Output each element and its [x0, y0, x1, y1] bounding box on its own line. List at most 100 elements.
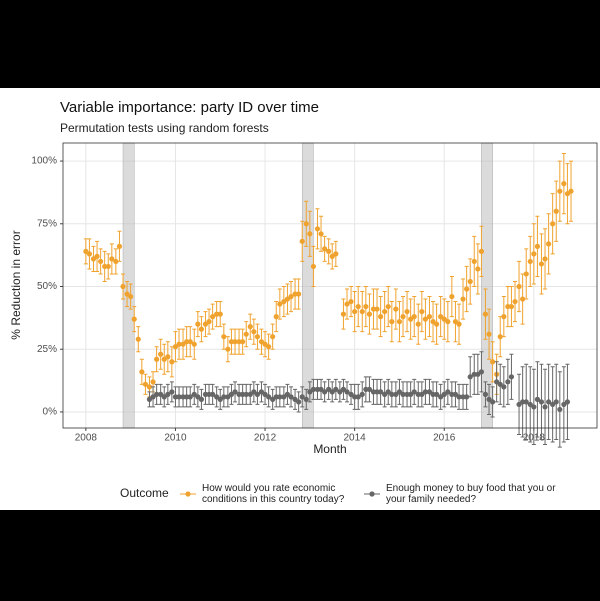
- y-tick-label: 50%: [37, 281, 57, 292]
- point: [520, 399, 526, 405]
- point: [307, 231, 313, 237]
- chart-subtitle: Permutation tests using random forests: [60, 121, 269, 135]
- point: [400, 314, 406, 320]
- point: [471, 258, 477, 265]
- point: [460, 296, 466, 302]
- point: [449, 293, 455, 300]
- point: [131, 316, 137, 322]
- point: [393, 306, 399, 312]
- y-axis-title: % Reduction in error: [9, 230, 23, 339]
- x-tick-label: 2014: [344, 433, 367, 444]
- point: [550, 221, 556, 227]
- legend-title: Outcome: [120, 486, 169, 500]
- point: [523, 399, 529, 405]
- point: [225, 346, 231, 352]
- point: [553, 208, 559, 214]
- point: [113, 258, 119, 265]
- y-tick-label: 75%: [37, 218, 57, 229]
- point: [501, 384, 507, 390]
- point: [374, 306, 380, 312]
- point: [352, 394, 358, 400]
- point: [277, 394, 283, 400]
- shaded-period: [301, 142, 314, 429]
- point: [534, 396, 541, 402]
- point: [344, 389, 350, 395]
- point: [135, 336, 141, 342]
- point: [184, 339, 190, 345]
- point: [202, 391, 209, 397]
- point: [322, 389, 328, 395]
- point: [490, 399, 496, 405]
- point: [434, 391, 440, 397]
- point: [404, 308, 410, 315]
- point: [508, 303, 515, 310]
- point: [322, 246, 328, 252]
- point: [314, 226, 321, 232]
- point: [378, 314, 384, 320]
- point: [430, 391, 436, 397]
- point: [221, 394, 227, 400]
- point: [310, 386, 317, 392]
- point: [105, 263, 111, 270]
- point: [520, 296, 526, 302]
- point: [363, 386, 369, 392]
- point: [142, 381, 149, 387]
- legend-label: How would you rate economic conditions i…: [202, 483, 345, 505]
- point: [538, 261, 545, 267]
- point: [273, 314, 279, 320]
- x-tick-label: 2008: [75, 433, 98, 444]
- point: [568, 188, 574, 194]
- point: [467, 374, 473, 380]
- point: [128, 293, 134, 300]
- point: [531, 251, 537, 257]
- point: [150, 379, 156, 385]
- point: [165, 354, 171, 360]
- point: [370, 389, 377, 395]
- point: [366, 386, 373, 392]
- point: [169, 359, 175, 365]
- point: [109, 256, 115, 262]
- point: [228, 339, 235, 345]
- point: [359, 391, 365, 397]
- shaded-period: [481, 142, 493, 429]
- point: [382, 308, 388, 315]
- point: [415, 391, 421, 397]
- point: [422, 316, 429, 322]
- point: [251, 329, 257, 335]
- point: [240, 391, 246, 397]
- point: [240, 339, 246, 345]
- point: [366, 311, 373, 317]
- point: [303, 221, 309, 227]
- point: [340, 311, 347, 317]
- point: [172, 394, 179, 400]
- point: [561, 181, 567, 187]
- point: [206, 319, 212, 325]
- point: [303, 396, 309, 402]
- point: [94, 253, 100, 259]
- point: [206, 391, 212, 397]
- point: [363, 303, 369, 310]
- point: [288, 394, 294, 400]
- point: [333, 251, 339, 257]
- point: [139, 369, 145, 375]
- point: [102, 263, 108, 270]
- point: [165, 391, 171, 397]
- point: [120, 283, 126, 290]
- point: [501, 314, 507, 320]
- point: [247, 324, 253, 330]
- point: [546, 241, 552, 247]
- point: [471, 371, 477, 377]
- point: [270, 334, 276, 340]
- point: [531, 404, 537, 410]
- point: [184, 394, 190, 400]
- point: [176, 341, 182, 347]
- point: [198, 326, 205, 332]
- point: [445, 389, 451, 395]
- point: [318, 231, 324, 237]
- point: [187, 394, 193, 400]
- point: [400, 391, 406, 397]
- point: [314, 386, 321, 392]
- point: [404, 391, 410, 397]
- point: [389, 391, 395, 397]
- y-tick-label: 25%: [37, 344, 57, 355]
